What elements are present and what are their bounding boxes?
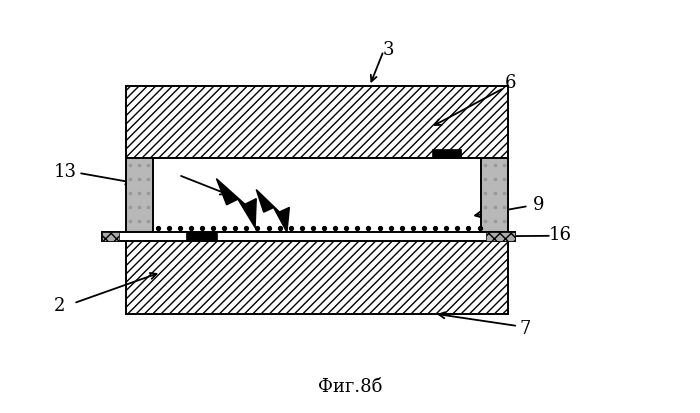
Text: 9: 9 [533,195,545,214]
Polygon shape [256,190,289,233]
Text: 2: 2 [54,297,65,315]
Bar [186,233,217,242]
Bar [102,233,119,242]
Bar [432,150,461,159]
Bar [126,159,508,242]
Text: 16: 16 [549,225,571,244]
Text: Фиг.8б: Фиг.8б [318,377,382,395]
Bar [126,242,507,314]
Bar [126,87,507,159]
Text: 6: 6 [505,74,517,92]
Bar [486,233,514,242]
Polygon shape [216,179,256,228]
Bar [126,159,153,242]
Bar [102,233,514,242]
Text: 7: 7 [519,319,531,337]
Text: 13: 13 [54,162,76,180]
Bar [482,159,508,242]
Text: 3: 3 [383,40,394,59]
